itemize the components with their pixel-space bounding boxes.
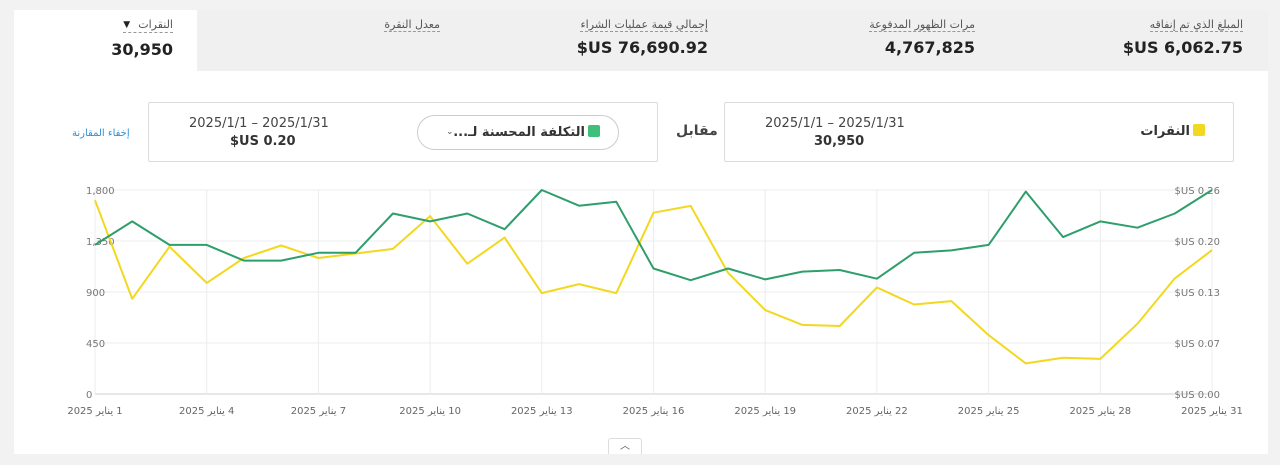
date-range: 2025/1/1 – 2025/1/31: [189, 116, 329, 131]
right-axis-tick-label: $US 0.07: [1175, 339, 1220, 350]
series-line: [94, 189, 1213, 282]
legend-swatch: [1193, 124, 1205, 136]
left-axis-tick-label: 1,800: [86, 186, 115, 197]
x-axis-tick-label: 10 يناير 2025: [399, 406, 461, 417]
metric-label: إجمالي قيمة عمليات الشراء: [580, 18, 708, 32]
metric-label: المبلغ الذي تم إنفاقه: [1149, 18, 1243, 32]
primary-metric-box: 2025/1/1 – 2025/1/31 30,950 النقرات: [724, 102, 1234, 162]
x-axis-tick-label: 28 يناير 2025: [1069, 406, 1131, 417]
ads-report-card: النقرات▼ 30,950 معدل النقرة إجمالي قيمة …: [14, 10, 1268, 454]
x-axis-tick-label: 16 يناير 2025: [623, 406, 685, 417]
x-axis: 1 يناير 2025 4 يناير 2025 7 يناير 2025 10 ي…: [67, 406, 1243, 417]
comparison-value: 30,950: [814, 134, 865, 149]
right-axis-tick-label: $US 0.20: [1175, 237, 1220, 248]
metric-value: 30,950: [111, 40, 173, 59]
left-axis-tick-label: 0: [86, 390, 92, 401]
x-axis-tick-label: 4 يناير 2025: [179, 406, 234, 417]
right-axis-tick-label: $US 0.00: [1175, 390, 1220, 401]
metric-value: 4,767,825: [884, 38, 975, 57]
x-axis-tick-label: 25 يناير 2025: [958, 406, 1020, 417]
collapse-chevron-up-icon[interactable]: ︿: [608, 438, 642, 454]
primary-metric-label: النقرات: [1140, 124, 1205, 139]
right-axis-tick-label: $US 0.13: [1175, 288, 1220, 299]
metric-label: معدل النقرة: [384, 18, 440, 32]
series-lines: [94, 189, 1213, 365]
metric-value: $US 76,690.92: [576, 38, 708, 57]
metric-label: النقرات▼: [123, 18, 173, 33]
x-axis-tick-label: 19 يناير 2025: [734, 406, 796, 417]
x-axis-tick-label: 22 يناير 2025: [846, 406, 908, 417]
metric-purchase-value[interactable]: إجمالي قيمة عمليات الشراء $US 76,690.92: [534, 10, 708, 71]
metric-ctr[interactable]: معدل النقرة: [314, 10, 440, 71]
metric-label: مرات الظهور المدفوعة: [869, 18, 975, 32]
metric-select-label: التكلفة المحسنة لـ...: [453, 125, 600, 140]
x-axis-tick-label: 7 يناير 2025: [291, 406, 346, 417]
metric-select-dropdown[interactable]: ⌄ التكلفة المحسنة لـ...: [417, 115, 619, 150]
right-axis: $US 0.00 $US 0.07 $US 0.13 $US 0.20 $US 0.26: [1175, 186, 1220, 401]
secondary-metric-box: 2025/1/1 – 2025/1/31 $US 0.20 ⌄ التكلفة …: [148, 102, 658, 162]
chevron-down-icon[interactable]: ▼: [123, 20, 131, 30]
vs-label: مقابل: [676, 123, 718, 139]
legend-swatch: [588, 125, 600, 137]
chevron-down-icon: ⌄: [446, 127, 454, 137]
right-axis-tick-label: $US 0.26: [1175, 186, 1220, 197]
comparison-value: $US 0.20: [230, 134, 296, 149]
date-range: 2025/1/1 – 2025/1/31: [765, 116, 905, 131]
x-axis-tick-label: 1 يناير 2025: [67, 406, 122, 417]
comparison-row: إخفاء المقارنة 2025/1/1 – 2025/1/31 $US …: [14, 102, 1268, 162]
metric-impressions[interactable]: مرات الظهور المدفوعة 4,767,825: [834, 10, 975, 71]
metrics-bar: النقرات▼ 30,950 معدل النقرة إجمالي قيمة …: [14, 10, 1268, 71]
left-axis-tick-label: 450: [86, 339, 105, 350]
x-axis-tick-label: 31 يناير 2025: [1181, 406, 1243, 417]
hide-comparison-link[interactable]: إخفاء المقارنة: [72, 128, 130, 139]
left-axis-tick-label: 900: [86, 288, 105, 299]
gridlines: [94, 189, 1213, 395]
x-axis-tick-label: 13 يناير 2025: [511, 406, 573, 417]
metric-spend[interactable]: المبلغ الذي تم إنفاقه $US 6,062.75: [1099, 10, 1243, 71]
metric-clicks[interactable]: النقرات▼ 30,950: [14, 10, 197, 71]
metric-value: $US 6,062.75: [1122, 38, 1243, 57]
series-line: [94, 199, 1213, 365]
